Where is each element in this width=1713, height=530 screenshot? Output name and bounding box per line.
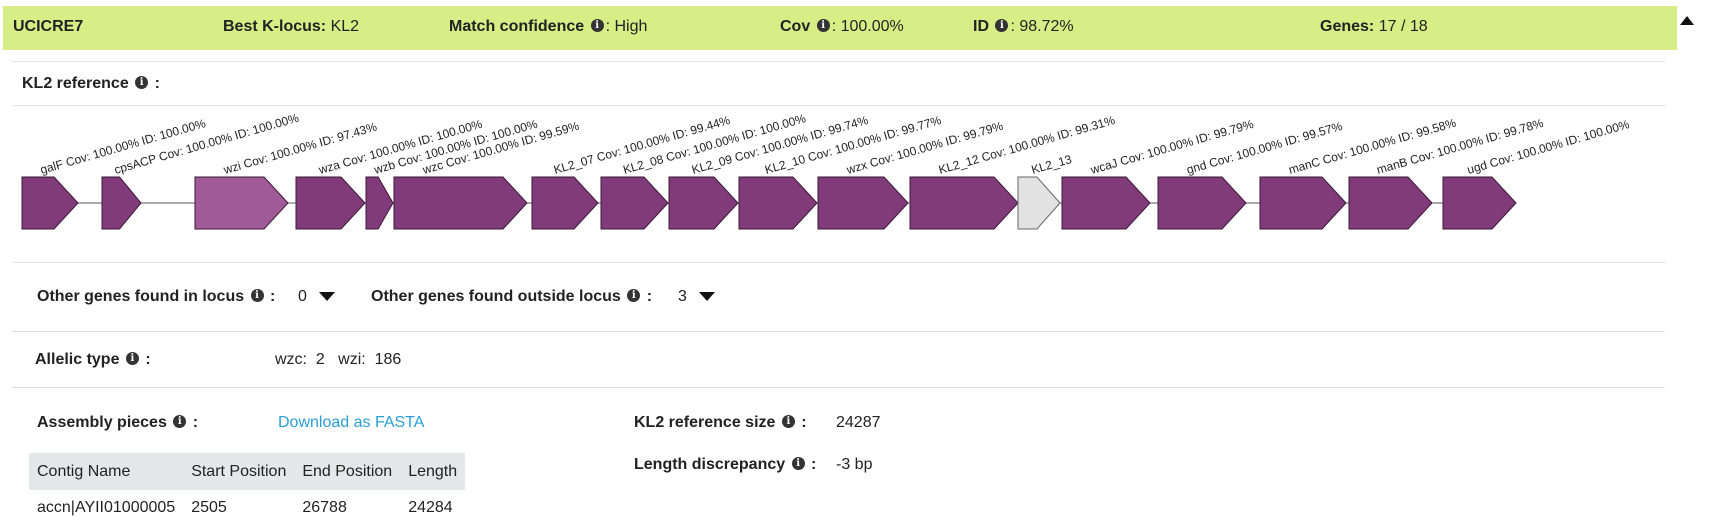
length-discrepancy-value: -3 bp <box>836 456 873 473</box>
result-header: UCICRE7 Best K-locus: KL2 Match confiden… <box>3 6 1677 50</box>
other-genes-inside-label: Other genes found in locus i : <box>37 288 276 305</box>
assembly-pieces-table: Contig Name Start Position End Position … <box>29 453 466 526</box>
table-header-row: Contig Name Start Position End Position … <box>29 453 466 490</box>
dropdown-caret-icon[interactable] <box>698 292 715 302</box>
gene-arrow[interactable] <box>1061 176 1151 230</box>
length-discrepancy-label: Length discrepancy i : <box>634 456 817 473</box>
divider <box>12 61 1665 62</box>
contig-name-cell: accn|AYII01000005 <box>37 499 176 516</box>
other-genes-outside-label: Other genes found outside locus i : <box>371 288 653 305</box>
column-header: End Position <box>294 453 401 490</box>
table-row: accn|AYII01000005 2505 26788 24284 <box>29 490 465 526</box>
gene-arrow[interactable] <box>295 176 366 230</box>
assembly-name: UCICRE7 <box>13 18 84 35</box>
gene-arrow[interactable] <box>1017 176 1061 230</box>
column-header: Contig Name <box>29 453 184 490</box>
gene-arrow[interactable] <box>817 176 909 230</box>
divider <box>12 387 1665 388</box>
info-icon[interactable]: i <box>791 457 805 471</box>
gene-arrow[interactable] <box>668 176 739 230</box>
gene-arrow[interactable] <box>101 176 142 230</box>
locus-gene-diagram: galF Cov: 100.00% ID: 100.00%cpsACP Cov:… <box>21 111 1632 230</box>
start-position-cell: 2505 <box>191 499 227 516</box>
end-position-cell: 26788 <box>302 499 347 516</box>
gene-label: ugd Cov: 100.00% ID: 100.00% <box>1466 117 1632 177</box>
info-icon[interactable]: i <box>590 19 604 33</box>
reference-size-value: 24287 <box>836 414 881 431</box>
info-icon[interactable]: i <box>627 289 641 303</box>
gene-arrow[interactable] <box>1348 176 1433 230</box>
gene-arrow[interactable] <box>1157 176 1247 230</box>
gene-arrow[interactable] <box>600 176 669 230</box>
gene-label: KL2_13 <box>1030 152 1074 177</box>
gene-arrow[interactable] <box>738 176 818 230</box>
best-locus: Best K-locus: KL2 <box>223 18 360 35</box>
gene-arrow[interactable] <box>909 176 1019 230</box>
column-header: Length <box>400 453 466 490</box>
collapse-arrow-icon[interactable] <box>1680 16 1694 25</box>
gene-label: manB Cov: 100.00% ID: 99.78% <box>1375 116 1545 177</box>
assembly-pieces-label: Assembly pieces i : <box>37 414 199 431</box>
divider <box>12 331 1665 332</box>
info-icon[interactable]: i <box>250 289 264 303</box>
info-icon[interactable]: i <box>173 415 187 429</box>
reference-label: KL2 reference i : <box>22 75 160 92</box>
gene-arrow[interactable] <box>194 176 289 230</box>
divider <box>12 262 1665 263</box>
info-icon[interactable]: i <box>816 19 830 33</box>
info-icon[interactable]: i <box>781 415 795 429</box>
info-icon[interactable]: i <box>125 352 139 366</box>
download-fasta-link[interactable]: Download as FASTA <box>278 414 425 431</box>
allelic-type-label: Allelic type i : <box>35 351 151 368</box>
dropdown-caret-icon[interactable] <box>318 292 335 302</box>
divider <box>12 105 1665 106</box>
match-confidence: Match confidence i: High <box>449 18 648 35</box>
other-genes-inside-count[interactable]: 0 <box>298 288 335 306</box>
other-genes-outside-count[interactable]: 3 <box>678 288 715 306</box>
gene-arrow[interactable] <box>1442 176 1517 230</box>
gene-arrow[interactable] <box>21 176 79 230</box>
gene-arrow[interactable] <box>531 176 599 230</box>
identity: ID i: 98.72% <box>973 18 1074 35</box>
gene-arrow[interactable] <box>365 176 394 230</box>
column-header: Start Position <box>183 453 295 490</box>
info-icon[interactable]: i <box>995 19 1009 33</box>
info-icon[interactable]: i <box>135 76 149 90</box>
genes-count: Genes: 17 / 18 <box>1320 18 1428 35</box>
length-cell: 24284 <box>408 499 453 516</box>
gene-arrow[interactable] <box>1259 176 1347 230</box>
reference-size-label: KL2 reference size i : <box>634 414 807 431</box>
gene-arrow[interactable] <box>393 176 528 230</box>
allelic-type-values: wzc: 2 wzi: 186 <box>275 351 402 368</box>
coverage: Cov i: 100.00% <box>780 18 904 35</box>
